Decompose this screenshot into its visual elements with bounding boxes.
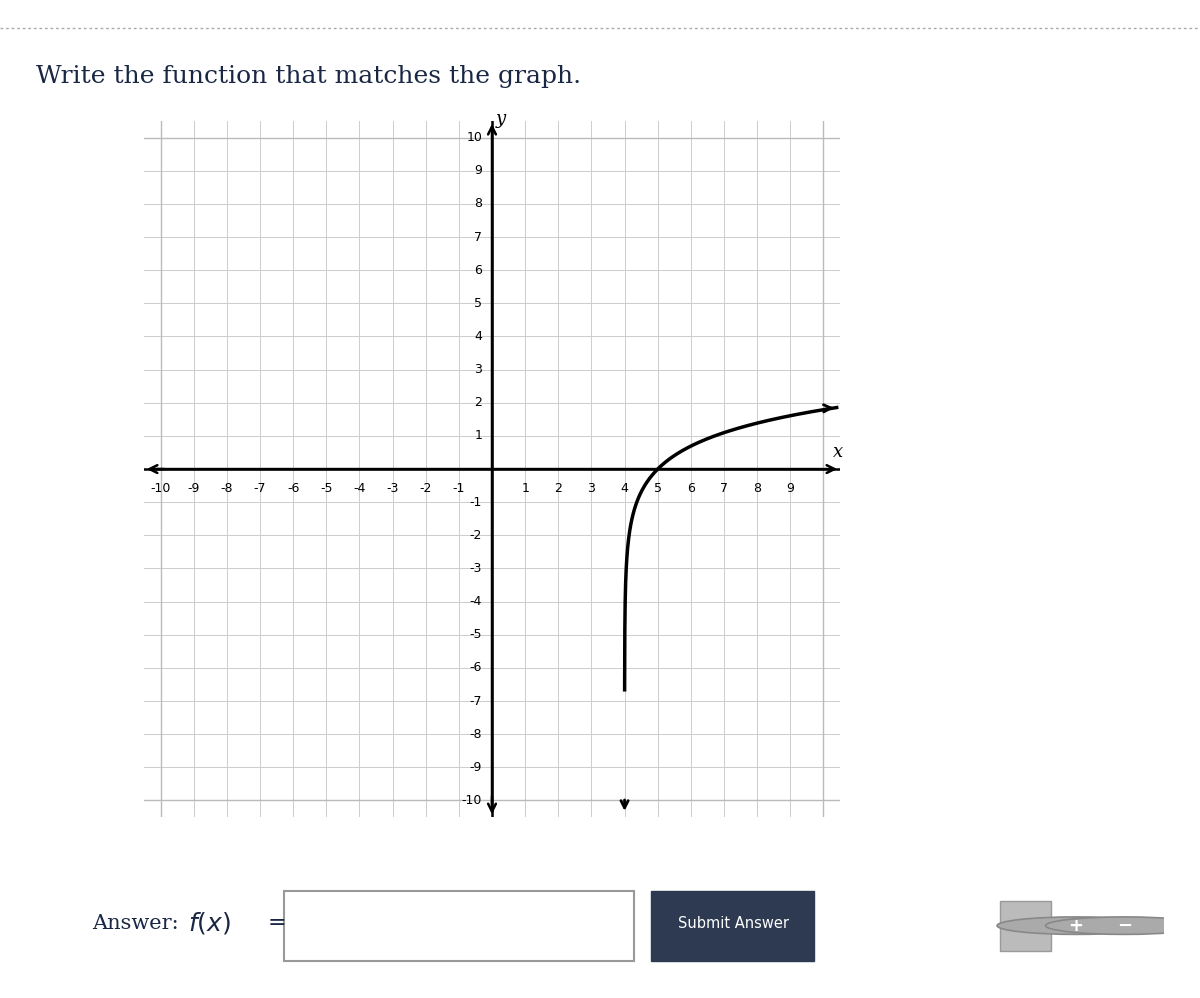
Text: -3: -3 xyxy=(386,482,398,495)
FancyBboxPatch shape xyxy=(1001,900,1051,950)
Text: -8: -8 xyxy=(469,728,482,741)
Text: 8: 8 xyxy=(754,482,761,495)
Text: Answer:: Answer: xyxy=(92,913,179,933)
Circle shape xyxy=(997,917,1154,934)
Text: 1: 1 xyxy=(474,429,482,442)
Text: 6: 6 xyxy=(474,263,482,276)
Text: +: + xyxy=(1068,916,1084,935)
Text: 9: 9 xyxy=(786,482,794,495)
FancyBboxPatch shape xyxy=(284,890,634,960)
Text: −: − xyxy=(1117,916,1132,935)
Text: Write the function that matches the graph.: Write the function that matches the grap… xyxy=(36,65,581,88)
Text: $f(x)$: $f(x)$ xyxy=(188,910,232,936)
Text: 2: 2 xyxy=(474,396,482,409)
Text: x: x xyxy=(833,443,844,461)
Text: 8: 8 xyxy=(474,198,482,211)
Text: 4: 4 xyxy=(474,330,482,343)
Text: -2: -2 xyxy=(469,529,482,542)
Text: 1: 1 xyxy=(521,482,529,495)
Text: Submit Answer: Submit Answer xyxy=(678,915,788,931)
Text: -3: -3 xyxy=(469,562,482,575)
Text: -6: -6 xyxy=(287,482,299,495)
Text: -10: -10 xyxy=(462,794,482,807)
Text: -5: -5 xyxy=(320,482,332,495)
Text: -9: -9 xyxy=(187,482,200,495)
Text: 3: 3 xyxy=(474,363,482,376)
Text: -7: -7 xyxy=(469,695,482,708)
FancyBboxPatch shape xyxy=(650,890,815,960)
Circle shape xyxy=(1045,917,1200,934)
Text: -4: -4 xyxy=(353,482,366,495)
Text: 4: 4 xyxy=(620,482,629,495)
Text: -2: -2 xyxy=(420,482,432,495)
Text: -8: -8 xyxy=(221,482,233,495)
Text: 3: 3 xyxy=(588,482,595,495)
Text: -7: -7 xyxy=(253,482,266,495)
Text: y: y xyxy=(496,110,505,128)
Text: 5: 5 xyxy=(474,296,482,309)
Text: -9: -9 xyxy=(469,760,482,773)
Text: -4: -4 xyxy=(469,595,482,608)
Text: -6: -6 xyxy=(469,662,482,675)
Text: 5: 5 xyxy=(654,482,661,495)
Text: -1: -1 xyxy=(452,482,466,495)
Text: 2: 2 xyxy=(554,482,563,495)
Text: -10: -10 xyxy=(150,482,170,495)
Text: 7: 7 xyxy=(720,482,728,495)
Text: -1: -1 xyxy=(469,496,482,509)
Text: -5: -5 xyxy=(469,629,482,642)
Text: 6: 6 xyxy=(686,482,695,495)
Text: 10: 10 xyxy=(466,131,482,144)
Text: =: = xyxy=(268,912,286,934)
Text: 7: 7 xyxy=(474,231,482,244)
Text: 9: 9 xyxy=(474,165,482,178)
